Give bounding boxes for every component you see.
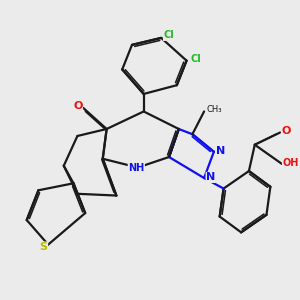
Text: Cl: Cl	[190, 54, 201, 64]
Text: Cl: Cl	[164, 31, 174, 40]
Text: NH: NH	[128, 164, 144, 173]
Text: CH₃: CH₃	[206, 105, 222, 114]
Text: O: O	[73, 100, 83, 110]
Text: O: O	[281, 126, 291, 136]
Text: OH: OH	[282, 158, 299, 168]
Text: N: N	[216, 146, 225, 156]
Text: S: S	[40, 242, 48, 252]
Text: N: N	[206, 172, 215, 182]
